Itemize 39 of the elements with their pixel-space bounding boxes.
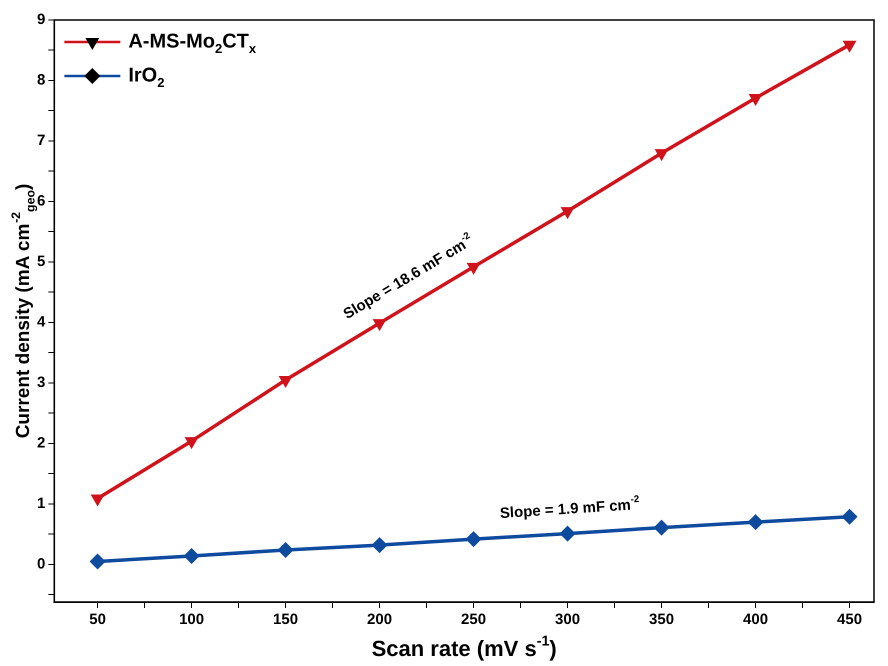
x-tick-label: 50 (89, 611, 106, 628)
y-tick-label: 8 (37, 72, 46, 89)
point (184, 437, 199, 450)
x-tick-label: 300 (555, 611, 580, 628)
y-tick-label: 0 (37, 556, 46, 573)
y-tick-label: 4 (37, 314, 46, 331)
point (654, 149, 668, 162)
annotation: Slope = 1.9 mF cm-2 (499, 494, 640, 522)
point (372, 319, 386, 332)
point (654, 520, 670, 536)
point (372, 537, 388, 554)
point (278, 542, 294, 558)
annotation: Slope = 18.6 mF cm-2 (340, 230, 473, 323)
x-tick-label: 400 (743, 611, 768, 628)
x-tick-label: 450 (837, 611, 862, 628)
x-tick-label: 150 (273, 611, 298, 628)
point (748, 514, 764, 530)
point (184, 548, 200, 564)
y-tick-label: 7 (37, 132, 46, 150)
point (842, 40, 856, 53)
x-tick-label: 200 (367, 611, 392, 628)
y-tick-label: 2 (37, 434, 46, 452)
point (466, 262, 480, 275)
x-tick-label: 100 (179, 611, 204, 628)
point (560, 207, 574, 220)
point (466, 531, 482, 548)
point (90, 553, 106, 570)
y-tick-label: 5 (37, 253, 46, 270)
y-tick-label: 1 (37, 495, 46, 512)
y-axis-title: Current density (mA cm-2geo) (9, 184, 38, 438)
x-tick-label: 350 (649, 611, 674, 628)
point (278, 376, 293, 388)
point (842, 508, 858, 525)
y-tick-label: 9 (37, 11, 46, 28)
point (560, 526, 576, 542)
y-tick-label: 3 (37, 374, 46, 392)
point (748, 94, 762, 106)
y-tick-label: 6 (37, 192, 46, 210)
x-tick-label: 250 (461, 611, 486, 628)
